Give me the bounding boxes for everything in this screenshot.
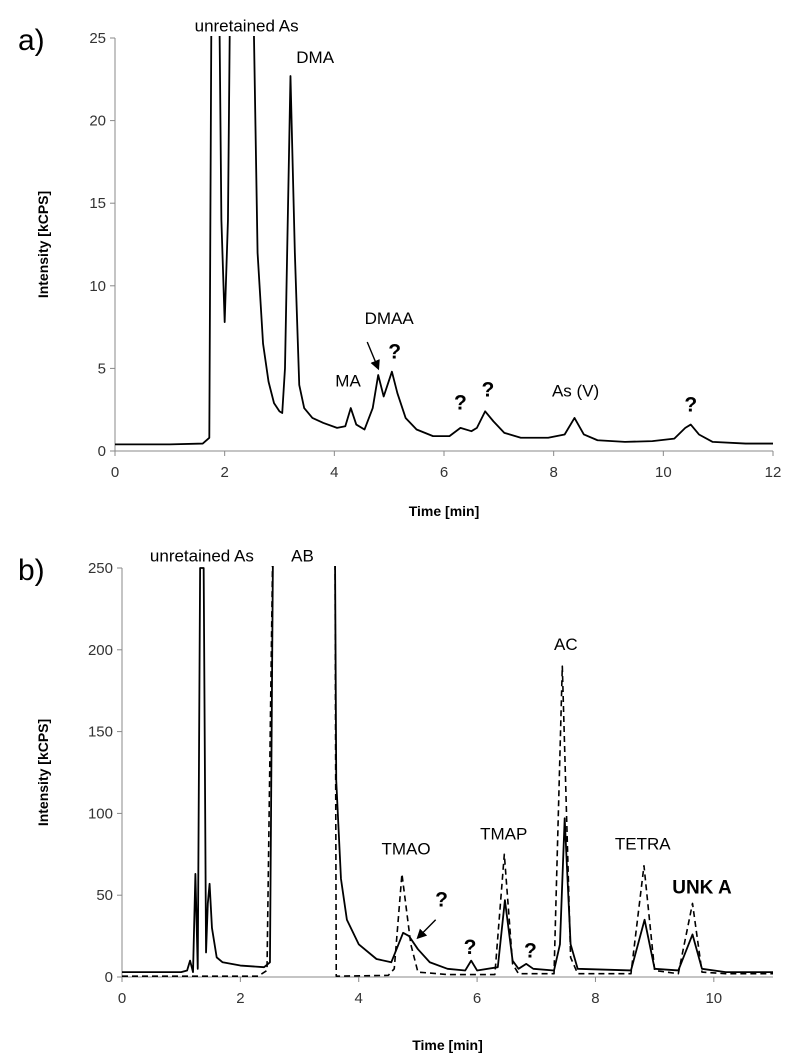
peak-annotation: DMAA	[365, 309, 415, 328]
x-tick-label: 8	[591, 990, 599, 1007]
peak-annotation: DMA	[296, 48, 334, 67]
x-tick-label: 4	[330, 464, 338, 481]
annotation-arrow	[416, 919, 437, 940]
x-axis-title: Time [min]	[409, 503, 480, 519]
peak-annotation: TMAO	[382, 839, 431, 858]
panel-label: b)	[18, 554, 45, 587]
peak-annotation: ?	[524, 939, 537, 962]
peak-annotation: AB	[291, 546, 314, 565]
series-line-solid	[122, 566, 773, 973]
peak-annotation: TMAP	[480, 825, 527, 844]
y-tick-label: 5	[98, 360, 106, 377]
x-tick-label: 2	[236, 990, 244, 1007]
x-tick-label: 10	[705, 990, 722, 1007]
x-tick-label: 6	[473, 990, 481, 1007]
panel-label: a)	[18, 24, 45, 57]
x-tick-label: 10	[655, 464, 672, 481]
peak-annotation: AC	[554, 635, 578, 654]
x-axis-title: Time [min]	[412, 1037, 483, 1053]
peak-annotation: ?	[454, 392, 467, 415]
y-tick-label: 250	[88, 560, 113, 577]
y-tick-label: 20	[89, 113, 106, 130]
y-tick-label: 100	[88, 805, 113, 822]
x-tick-label: 0	[111, 464, 119, 481]
peak-annotation: unretained As	[195, 16, 299, 35]
peak-annotation: MA	[335, 372, 361, 391]
x-tick-label: 0	[118, 990, 126, 1007]
peak-annotation: UNK A	[672, 878, 732, 899]
peak-annotation: ?	[684, 393, 697, 416]
y-axis-title: Intensity [kCPS]	[35, 719, 51, 826]
x-tick-label: 6	[440, 464, 448, 481]
peak-annotation: ?	[388, 340, 401, 363]
x-tick-label: 2	[220, 464, 228, 481]
y-tick-label: 200	[88, 642, 113, 659]
peak-annotation: ?	[464, 936, 477, 959]
y-tick-label: 50	[96, 887, 113, 904]
x-tick-label: 4	[355, 990, 363, 1007]
chart-panel-a: 0 5 10 15 20 25 0 2 4 6 8 10 12 Time [min] Intensity […	[18, 16, 782, 519]
y-tick-label: 15	[89, 195, 106, 212]
peak-annotation: ?	[435, 889, 448, 912]
peak-annotation: TETRA	[615, 834, 671, 853]
x-tick-label: 12	[765, 464, 782, 481]
series-line-solid	[115, 36, 773, 446]
y-tick-label: 150	[88, 724, 113, 741]
annotation-arrow	[366, 341, 380, 371]
y-tick-label: 0	[98, 443, 106, 460]
series-line-dashed	[122, 566, 773, 977]
peak-annotation: As (V)	[552, 381, 599, 400]
chart-panel-b: 0 50 100 150 200 250 0 2 4 6 8 10 Time [min] Intensit…	[18, 546, 773, 1053]
peak-annotation: ?	[481, 378, 494, 401]
y-tick-label: 25	[89, 30, 106, 47]
y-axis-title: Intensity [kCPS]	[35, 191, 51, 298]
y-tick-label: 10	[89, 278, 106, 295]
y-tick-label: 0	[105, 969, 113, 986]
x-tick-label: 8	[549, 464, 557, 481]
peak-annotation: unretained As	[150, 546, 254, 565]
